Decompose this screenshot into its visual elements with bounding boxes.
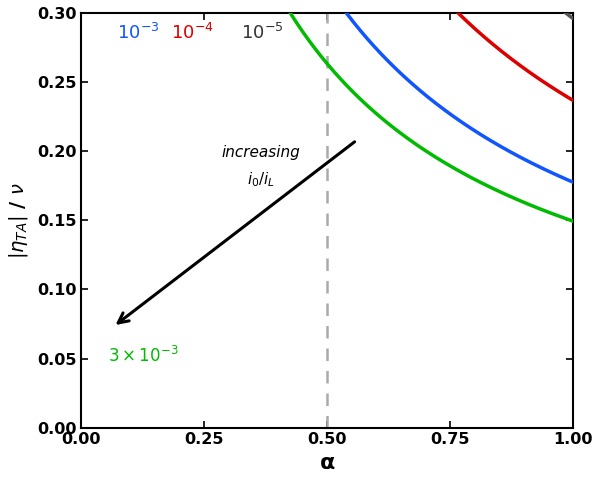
Text: increasing: increasing: [221, 144, 300, 160]
Text: $10^{-3}$: $10^{-3}$: [116, 23, 159, 43]
Text: $10^{-4}$: $10^{-4}$: [170, 23, 214, 43]
Text: $i_0/i_L$: $i_0/i_L$: [247, 170, 275, 189]
Text: $10^{-5}$: $10^{-5}$: [241, 23, 284, 43]
Text: $3 \times 10^{-3}$: $3 \times 10^{-3}$: [109, 346, 179, 366]
X-axis label: α: α: [320, 453, 335, 473]
Y-axis label: $|\eta_{TA}|$ / $\nu$: $|\eta_{TA}|$ / $\nu$: [7, 182, 30, 259]
